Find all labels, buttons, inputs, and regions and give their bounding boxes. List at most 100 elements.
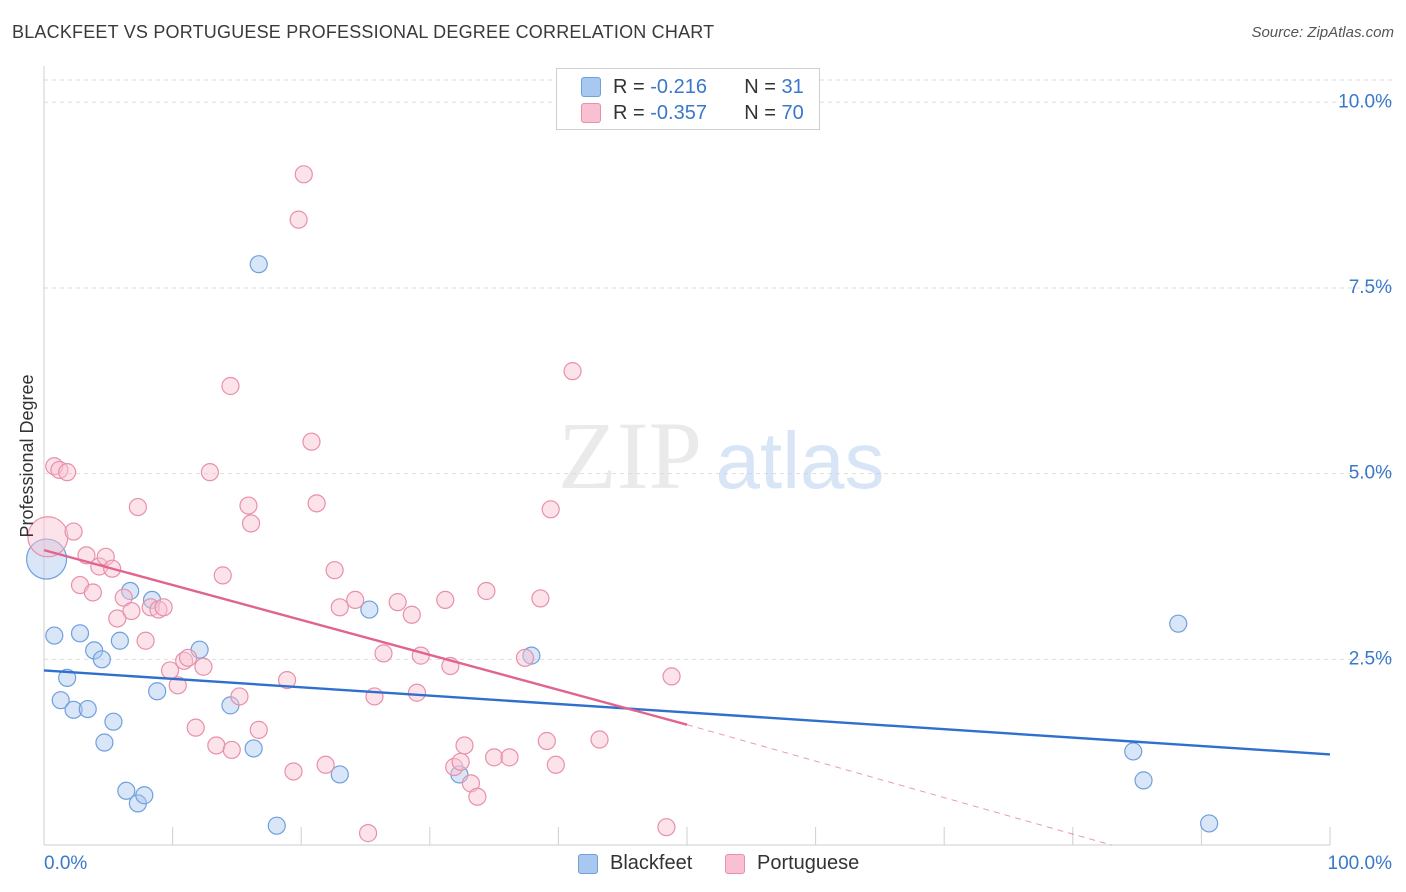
portuguese-point: [108, 609, 127, 628]
portuguese-point: [83, 583, 102, 602]
portuguese-point: [563, 362, 582, 381]
blackfeet-point: [70, 624, 90, 643]
portuguese-trend-line: [43, 548, 688, 726]
blackfeet-point: [78, 699, 97, 719]
blackfeet-trend-line: [43, 669, 1331, 756]
portuguese-point: [537, 731, 556, 751]
axis-layer: 2.5% 5.0% 7.5% 10.0% 0.0% 100.0%: [43, 66, 1393, 874]
portuguese-point: [402, 605, 421, 624]
legend-swatch-portuguese: [581, 103, 601, 123]
watermark-zip: ZIP: [558, 402, 702, 509]
series-label-blackfeet: Blackfeet: [610, 852, 693, 874]
portuguese-point: [289, 210, 308, 229]
blackfeet-point: [330, 765, 349, 784]
portuguese-point: [178, 648, 198, 667]
y-axis-label: Professional Degree: [17, 374, 37, 537]
trend-layer: [43, 548, 1331, 846]
portuguese-point: [500, 748, 519, 767]
legend-swatch-blackfeet: [581, 77, 601, 97]
legend-n-label: N =: [744, 101, 776, 124]
portuguese-point: [207, 736, 226, 755]
blackfeet-point: [267, 816, 286, 835]
series-legend-portuguese[interactable]: Portuguese: [725, 852, 859, 875]
portuguese-point: [194, 657, 213, 676]
portuguese-point: [58, 463, 77, 482]
portuguese-point: [64, 522, 83, 541]
x-tick-label-min: 0.0%: [44, 853, 87, 874]
source-label: Source: ZipAtlas.com: [1251, 24, 1394, 41]
blackfeet-point: [51, 691, 70, 710]
portuguese-point: [436, 590, 455, 610]
blackfeet-point: [1124, 742, 1143, 761]
portuguese-point: [307, 494, 326, 513]
portuguese-point: [230, 687, 249, 706]
series-swatch-portuguese: [725, 853, 745, 874]
legend-r-value: -0.216: [650, 75, 707, 98]
portuguese-point: [249, 720, 268, 739]
legend-row-portuguese: R = -0.357 N = 70: [581, 101, 804, 125]
legend-row-blackfeet: R = -0.216 N = 31: [581, 75, 804, 99]
blackfeet-point: [117, 781, 136, 800]
series-legend-blackfeet[interactable]: Blackfeet: [578, 852, 692, 875]
portuguese-point: [222, 740, 241, 760]
x-tick-label-max: 100.0%: [1328, 853, 1393, 874]
portuguese-point: [346, 590, 365, 610]
legend-n-value: 70: [781, 101, 804, 124]
portuguese-point: [541, 500, 560, 519]
portuguese-point: [657, 818, 676, 837]
legend-n-value: 31: [781, 75, 804, 98]
blackfeet-point: [1200, 814, 1219, 833]
blackfeet-point: [360, 600, 379, 619]
stats-legend: R = -0.216 N = 31 R = -0.357 N = 70: [556, 68, 820, 130]
portuguese-point: [316, 755, 335, 774]
blackfeet-point: [25, 538, 68, 580]
portuguese-point: [374, 644, 393, 663]
blackfeet-point: [64, 700, 83, 719]
portuguese-point: [136, 631, 155, 650]
portuguese-point: [213, 566, 232, 585]
watermark-atlas: atlas: [716, 416, 885, 505]
portuguese-point: [241, 514, 261, 533]
portuguese-point: [662, 667, 681, 686]
portuguese-trend-extension: [686, 724, 1112, 846]
legend-r-label: R =: [613, 75, 645, 98]
portuguese-point: [590, 730, 609, 749]
portuguese-point: [477, 581, 496, 601]
portuguese-point: [277, 671, 297, 690]
blackfeet-point: [110, 631, 129, 650]
blackfeet-point: [121, 581, 140, 601]
portuguese-point: [122, 601, 141, 621]
portuguese-point: [128, 497, 147, 517]
blackfeet-point: [95, 733, 114, 752]
portuguese-point: [154, 598, 173, 617]
portuguese-point: [407, 683, 427, 702]
portuguese-point: [485, 748, 504, 767]
y-tick-label: 7.5%: [1349, 277, 1392, 298]
portuguese-point: [325, 561, 344, 580]
blackfeet-point: [135, 786, 154, 805]
portuguese-point: [451, 752, 470, 771]
points-layer: [25, 165, 1219, 843]
portuguese-point: [168, 676, 187, 695]
blackfeet-point: [244, 739, 263, 758]
portuguese-point: [221, 376, 240, 396]
portuguese-point: [468, 787, 487, 806]
blackfeet-point: [104, 712, 123, 731]
blackfeet-point: [92, 650, 111, 669]
chart-title: BLACKFEET VS PORTUGUESE PROFESSIONAL DEG…: [12, 22, 715, 42]
portuguese-point: [114, 588, 133, 607]
series-legend: Blackfeet Portuguese: [0, 852, 1406, 878]
legend-r-value: -0.357: [650, 101, 707, 124]
blackfeet-point: [1169, 614, 1188, 633]
portuguese-point: [531, 589, 550, 608]
legend-n-label: N =: [744, 75, 776, 98]
series-label-portuguese: Portuguese: [757, 852, 860, 874]
blackfeet-point: [148, 682, 167, 701]
portuguese-point: [358, 824, 378, 843]
portuguese-point: [186, 718, 205, 737]
portuguese-point: [330, 598, 349, 617]
blackfeet-point: [58, 668, 77, 687]
portuguese-point: [515, 648, 535, 667]
portuguese-point: [239, 496, 258, 515]
portuguese-point: [388, 593, 407, 612]
